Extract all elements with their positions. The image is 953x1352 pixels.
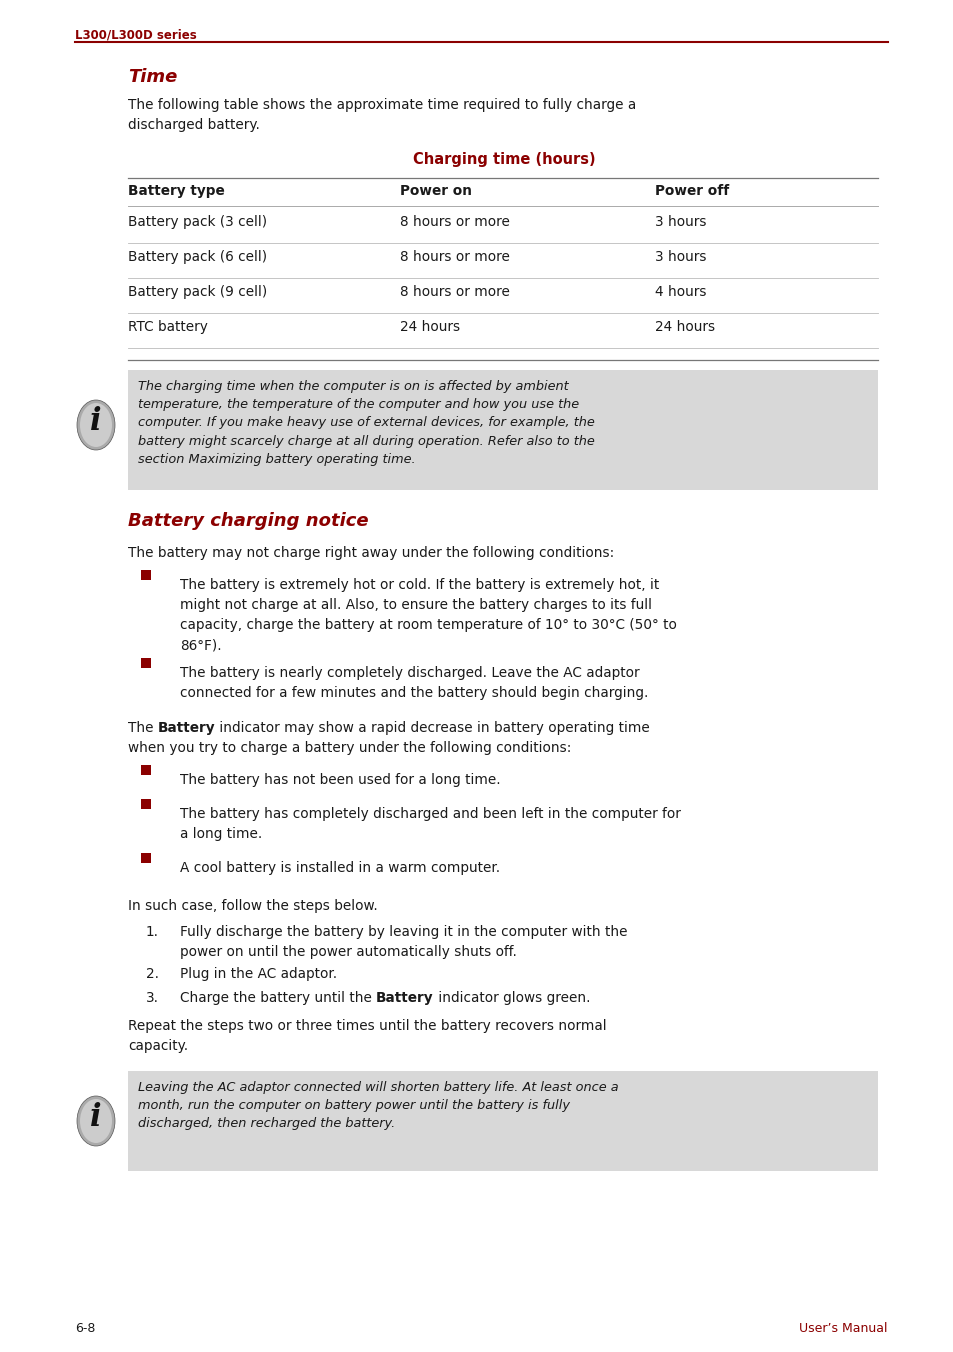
Text: Battery type: Battery type: [128, 184, 225, 197]
Text: Battery pack (9 cell): Battery pack (9 cell): [128, 285, 267, 299]
Text: A cool battery is installed in a warm computer.: A cool battery is installed in a warm co…: [180, 861, 499, 875]
Text: indicator glows green.: indicator glows green.: [434, 991, 590, 1005]
Bar: [141, 571, 151, 580]
Bar: [141, 658, 151, 668]
Text: The following table shows the approximate time required to fully charge a
discha: The following table shows the approximat…: [128, 97, 636, 132]
Text: L300/L300D series: L300/L300D series: [75, 28, 196, 41]
Text: i: i: [91, 406, 102, 437]
Text: Power off: Power off: [655, 184, 728, 197]
Text: RTC battery: RTC battery: [128, 320, 208, 334]
Text: In such case, follow the steps below.: In such case, follow the steps below.: [128, 899, 377, 913]
Text: 24 hours: 24 hours: [399, 320, 459, 334]
Text: when you try to charge a battery under the following conditions:: when you try to charge a battery under t…: [128, 741, 571, 754]
Text: Battery: Battery: [375, 991, 434, 1005]
Text: Charging time (hours): Charging time (hours): [413, 151, 595, 168]
Bar: [141, 853, 151, 863]
Text: The battery has completely discharged and been left in the computer for
a long t: The battery has completely discharged an…: [180, 807, 680, 841]
Text: 2.: 2.: [146, 967, 159, 982]
Text: The battery may not charge right away under the following conditions:: The battery may not charge right away un…: [128, 546, 614, 560]
Text: Battery charging notice: Battery charging notice: [128, 512, 368, 530]
Text: 3 hours: 3 hours: [655, 250, 706, 264]
Text: 3.: 3.: [146, 991, 159, 1005]
Ellipse shape: [77, 1096, 115, 1146]
Ellipse shape: [80, 403, 112, 448]
Text: Repeat the steps two or three times until the battery recovers normal
capacity.: Repeat the steps two or three times unti…: [128, 1019, 606, 1053]
Ellipse shape: [77, 400, 115, 450]
Text: Plug in the AC adaptor.: Plug in the AC adaptor.: [180, 967, 336, 982]
Text: 4 hours: 4 hours: [655, 285, 706, 299]
Text: The battery is extremely hot or cold. If the battery is extremely hot, it
might : The battery is extremely hot or cold. If…: [180, 579, 677, 652]
Bar: [141, 799, 151, 808]
Text: 8 hours or more: 8 hours or more: [399, 215, 509, 228]
Text: indicator may show a rapid decrease in battery operating time: indicator may show a rapid decrease in b…: [215, 721, 650, 735]
Text: The battery is nearly completely discharged. Leave the AC adaptor
connected for : The battery is nearly completely dischar…: [180, 667, 648, 700]
Text: Battery: Battery: [157, 721, 215, 735]
Bar: [128, 1071, 877, 1171]
Text: i: i: [91, 1102, 102, 1133]
Text: 24 hours: 24 hours: [655, 320, 715, 334]
Text: Battery pack (6 cell): Battery pack (6 cell): [128, 250, 267, 264]
Text: 8 hours or more: 8 hours or more: [399, 285, 509, 299]
Text: Time: Time: [128, 68, 177, 87]
Text: Charge the battery until the: Charge the battery until the: [180, 991, 375, 1005]
Bar: [128, 370, 877, 489]
Text: The battery has not been used for a long time.: The battery has not been used for a long…: [180, 773, 500, 787]
Bar: [141, 765, 151, 775]
Text: The charging time when the computer is on is affected by ambient
temperature, th: The charging time when the computer is o…: [138, 380, 594, 466]
Ellipse shape: [80, 1099, 112, 1142]
Text: 6-8: 6-8: [75, 1322, 95, 1334]
Text: Power on: Power on: [399, 184, 472, 197]
Text: Fully discharge the battery by leaving it in the computer with the
power on unti: Fully discharge the battery by leaving i…: [180, 925, 627, 959]
Text: 1.: 1.: [146, 925, 159, 940]
Text: 3 hours: 3 hours: [655, 215, 706, 228]
Text: Leaving the AC adaptor connected will shorten battery life. At least once a
mont: Leaving the AC adaptor connected will sh…: [138, 1082, 618, 1130]
Text: 8 hours or more: 8 hours or more: [399, 250, 509, 264]
Text: Battery pack (3 cell): Battery pack (3 cell): [128, 215, 267, 228]
Text: User’s Manual: User’s Manual: [799, 1322, 887, 1334]
Text: The: The: [128, 721, 157, 735]
